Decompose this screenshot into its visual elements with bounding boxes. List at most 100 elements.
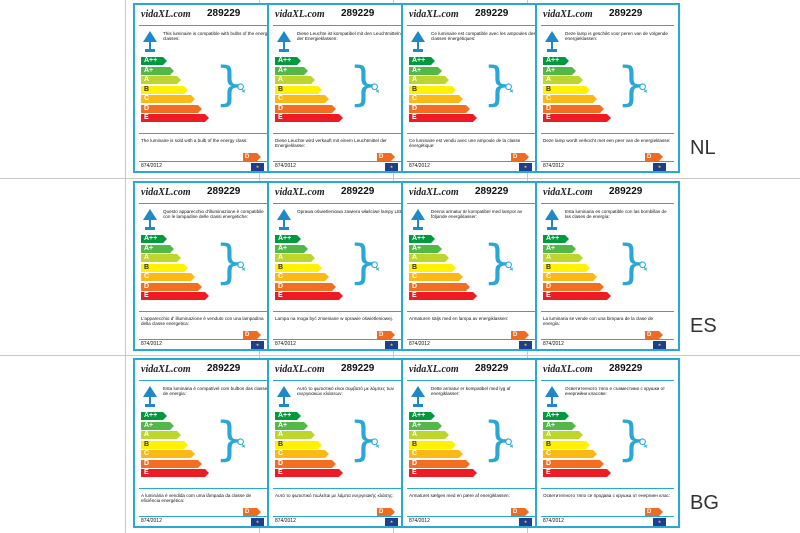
brand-logo: vidaXL.com <box>543 364 593 375</box>
energy-class-badge: D <box>243 331 261 339</box>
energy-class-bar: A+ <box>141 66 174 75</box>
energy-class-label: A+ <box>144 244 154 252</box>
energy-class-badge: D <box>511 331 529 339</box>
energy-class-bar: A++ <box>141 57 167 65</box>
energy-class-label: A++ <box>144 412 158 419</box>
energy-class-label: A <box>412 254 418 261</box>
brace-icon: } <box>483 412 513 466</box>
energy-class-label: A++ <box>412 57 426 64</box>
energy-class-bar: D <box>543 282 604 291</box>
regulation-number: 874/2012 <box>409 341 430 347</box>
energy-class-bar: E <box>409 469 477 477</box>
energy-scale: A++ A+ A B C D E <box>275 57 345 124</box>
sold-with-text: Diese Leuchte wird verkauft mit einem Le… <box>275 138 387 149</box>
energy-class-bar: E <box>275 292 343 300</box>
sold-with-text: A luminária é vendida com uma lâmpada da… <box>141 493 252 504</box>
energy-scale: A++ A+ A B C D E <box>275 235 345 302</box>
brand-logo: vidaXL.com <box>409 9 459 20</box>
energy-class-label: A+ <box>278 421 288 429</box>
energy-scale: A++ A+ A B C D E <box>141 235 211 302</box>
energy-class-label: E <box>144 292 149 299</box>
product-code: 289229 <box>475 186 509 197</box>
energy-class-label: A++ <box>412 412 426 419</box>
energy-label: vidaXL.com 289229 Questo apparecchio d'ill… <box>133 181 278 351</box>
divider <box>407 203 540 204</box>
energy-class-badge: D <box>645 331 663 339</box>
product-code: 289229 <box>475 8 509 19</box>
energy-class-bar: C <box>141 273 195 281</box>
eu-flag-icon: ★ <box>653 518 666 526</box>
energy-class-bar: A <box>141 431 181 439</box>
divider <box>541 25 674 26</box>
lamp-icon <box>141 386 159 408</box>
compatibility-text: Denna armatur är kompatibel med lampor a… <box>431 209 523 220</box>
energy-label-cell: vidaXL.com 289229 Diese Leuchte ist kompat… <box>262 0 461 176</box>
energy-class-label: D <box>412 104 418 112</box>
energy-label: vidaXL.com 289229 Αυτό το φωτιστικό είναι … <box>267 358 412 528</box>
divider <box>273 133 406 134</box>
energy-class-badge: D <box>511 153 529 161</box>
energy-class-bar: A <box>409 76 449 84</box>
energy-class-label: B <box>546 440 552 448</box>
energy-class-badge: D <box>377 508 395 516</box>
regulation-number: 874/2012 <box>543 341 564 347</box>
energy-class-bar: A++ <box>409 412 435 420</box>
compatibility-text: Esta luminária é compatível com bulbos d… <box>163 386 270 397</box>
sold-with-text: Осветителното тяло се продава с крушка о… <box>543 493 671 498</box>
energy-class-label: E <box>412 469 417 476</box>
energy-class-bar: E <box>141 114 209 122</box>
energy-class-bar: B <box>141 440 188 449</box>
energy-label-cell: vidaXL.com 289229 Denna armatur är kompati… <box>396 178 595 354</box>
energy-class-bar: D <box>275 282 336 291</box>
energy-class-bar: A <box>141 76 181 84</box>
energy-class-bar: A++ <box>141 235 167 243</box>
compatibility-text: Deze lamp is geschikt voor peren van de … <box>565 31 668 42</box>
divider <box>541 311 674 312</box>
lamp-shade <box>277 31 291 42</box>
energy-class-bar: A <box>409 431 449 439</box>
brace-icon: } <box>617 412 647 466</box>
energy-label-cell: vidaXL.com 289229 Oprawa oświetleniowa zaw… <box>262 178 461 354</box>
energy-class-bar: A+ <box>543 421 576 430</box>
brace-icon: } <box>215 412 245 466</box>
brace-icon: } <box>215 57 245 111</box>
divider <box>541 516 674 517</box>
energy-class-bar: C <box>275 95 329 103</box>
energy-class-label: B <box>144 440 150 448</box>
energy-class-bar: C <box>543 450 597 458</box>
energy-class-label: C <box>278 95 284 102</box>
divider <box>139 339 272 340</box>
lamp-stem <box>149 220 151 227</box>
brand-logo: vidaXL.com <box>141 9 191 20</box>
lamp-base <box>279 404 289 407</box>
energy-label-cell: vidaXL.com 289229 Esta luminaria es compat… <box>530 178 729 354</box>
eu-flag-icon: ★ <box>519 163 532 171</box>
energy-class-bar: D <box>275 104 336 113</box>
regulation-number: 874/2012 <box>275 163 296 169</box>
energy-class-bar: A++ <box>543 235 569 243</box>
energy-label-cell: vidaXL.com 289229 Questo apparecchio d'ill… <box>128 178 327 354</box>
regulation-number: 874/2012 <box>543 518 564 524</box>
lamp-base <box>145 49 155 52</box>
energy-class-label: C <box>144 450 150 457</box>
lamp-icon <box>275 31 293 53</box>
energy-class-label: A <box>412 76 418 83</box>
energy-class-label: C <box>278 450 284 457</box>
lamp-base <box>413 227 423 230</box>
energy-class-bar: B <box>543 440 590 449</box>
energy-class-bar: A <box>543 431 583 439</box>
brace-icon: } <box>349 412 379 466</box>
divider <box>273 161 406 162</box>
energy-class-label: B <box>278 263 284 271</box>
energy-class-label: E <box>278 469 283 476</box>
energy-class-bar: A++ <box>409 235 435 243</box>
energy-class-label: A <box>278 254 284 261</box>
energy-class-bar: B <box>543 85 590 94</box>
energy-class-bar: E <box>409 292 477 300</box>
sold-with-text: Ce luminaire est vendu avec une ampoule … <box>409 138 521 149</box>
energy-class-badge: D <box>645 508 663 516</box>
energy-class-bar: A <box>409 254 449 262</box>
regulation-number: 874/2012 <box>141 518 162 524</box>
sold-with-text: Armaturen säljs med en lampa av energikl… <box>409 316 509 321</box>
product-code: 289229 <box>609 186 643 197</box>
